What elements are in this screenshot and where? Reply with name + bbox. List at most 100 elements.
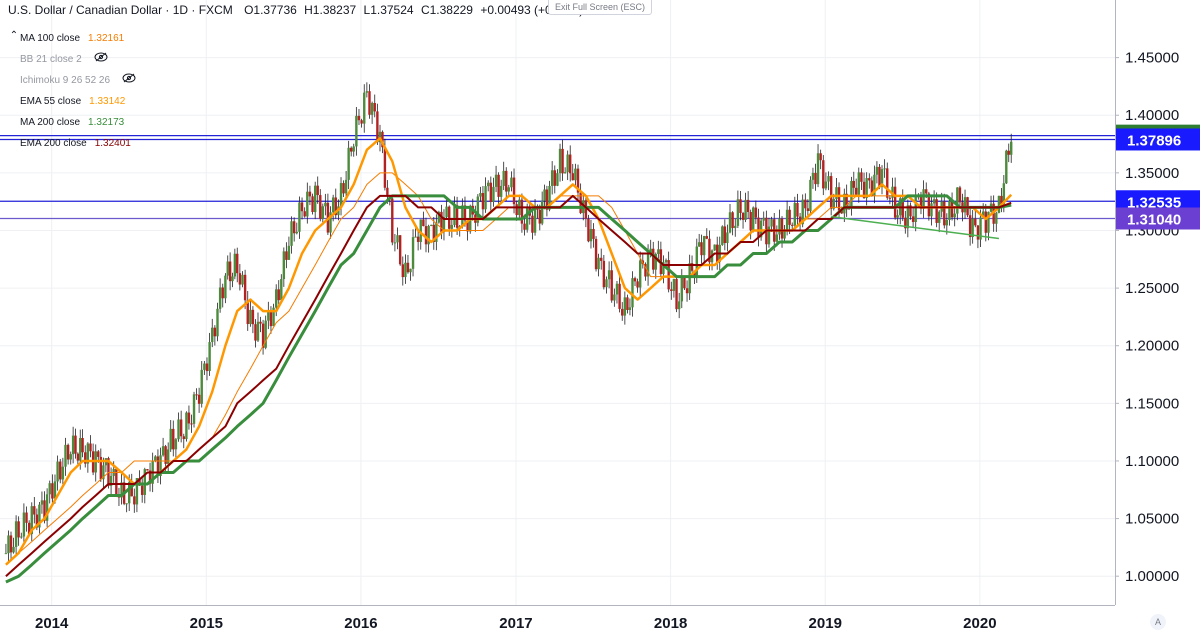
candle-body [561,148,564,174]
candle-body [378,131,382,143]
candle-body [974,218,977,226]
auto-scale-button[interactable]: A [1150,614,1166,630]
candle-body [652,248,655,270]
symbol-title: U.S. Dollar / Canadian Dollar · 1D · FXC… [8,3,233,17]
candle-body [775,234,779,242]
candle-body [896,215,899,218]
candle-body [342,183,345,194]
candle-body [154,456,157,462]
candle-body [971,218,974,238]
candle-body [875,166,879,175]
candle-body [130,482,133,497]
candle-body [1005,150,1008,184]
candle-body [950,200,954,218]
legend-item[interactable]: EMA 55 close 1.33142 [8,91,136,112]
legend-item[interactable]: MA 100 close 1.32161 [8,28,136,49]
symbol-header: U.S. Dollar / Canadian Dollar · 1D · FXC… [8,3,587,17]
candle-body [914,195,917,223]
legend-item[interactable]: EMA 200 close 1.32401 [8,133,136,154]
legend-item-value: 1.32401 [94,137,131,149]
legend-item-label: MA 200 close [20,116,81,128]
candle-body [731,212,734,229]
candle-body [770,219,773,227]
candle-body [313,185,317,213]
candle-body [251,309,255,325]
candle-body [267,311,270,321]
candle-body [17,521,20,538]
candle-body [424,226,428,245]
candle-body [282,251,286,280]
candle-body [605,279,608,288]
candle-body [381,131,384,148]
candle-body [705,236,708,239]
candle-body [169,428,172,450]
candle-body [290,221,293,246]
candle-body [515,204,518,216]
candle-body [633,278,637,282]
candle-body [822,160,825,189]
candle-body [409,268,412,273]
candle-body [654,253,657,270]
candle-body [734,225,737,229]
candle-body [179,419,183,437]
candle-body [607,270,611,280]
legend-item[interactable]: Ichimoku 9 26 52 26 [8,70,136,91]
candle-body [197,394,201,404]
candle-body [670,289,673,291]
candle-body [507,187,510,192]
candle-body [422,219,425,227]
candle-body [1010,141,1013,155]
candle-body [450,224,454,229]
legend-item-label: EMA 55 close [20,95,82,107]
candle-body [886,168,889,198]
candle-body [25,512,28,523]
level-label: 1.37896 [1127,132,1181,149]
eye-off-icon[interactable] [94,52,108,68]
eye-off-icon[interactable] [122,73,136,89]
candle-body [538,209,541,224]
time-tick-label: 2019 [809,615,842,632]
exit-fullscreen-button[interactable]: Exit Full Screen (ESC) [548,0,653,15]
candle-body [857,172,860,195]
candle-body [177,419,180,440]
trendline [831,215,1000,240]
candle-body [739,199,742,213]
candle-body [592,228,595,239]
candle-body [383,147,387,188]
candle-body [680,276,683,302]
candle-body [788,209,791,225]
candle-body [51,483,54,499]
candle-body [187,412,191,424]
candle-body [243,274,247,301]
candle-body [396,235,399,243]
candle-body [860,172,863,182]
candle-body [852,180,855,188]
candle-body [182,436,185,440]
trend-line [831,215,1000,240]
candle-body [295,231,298,234]
candle-body [906,205,910,229]
candle-body [440,211,443,233]
candle-body [164,446,167,464]
legend-item[interactable]: MA 200 close 1.32173 [8,112,136,133]
legend-item[interactable]: BB 21 close 2 [8,49,136,70]
candle-body [843,193,846,214]
candle-body [1002,183,1006,205]
candle-body [411,237,415,269]
level-label-bg [1116,190,1200,213]
candle-body [793,203,797,226]
candle-body [880,169,884,188]
legend-item-value: 1.32161 [88,32,125,44]
candle-body [801,199,804,225]
candle-body [778,218,781,235]
candle-body [463,205,467,221]
chevron-up-icon[interactable]: ⌃ [9,30,19,41]
candle-body [677,301,681,310]
candle-body [368,91,371,115]
candle-body [334,197,337,216]
candle-body [218,287,222,309]
candle-body [40,500,44,505]
candle-body [81,438,84,453]
candle-body [69,454,72,460]
